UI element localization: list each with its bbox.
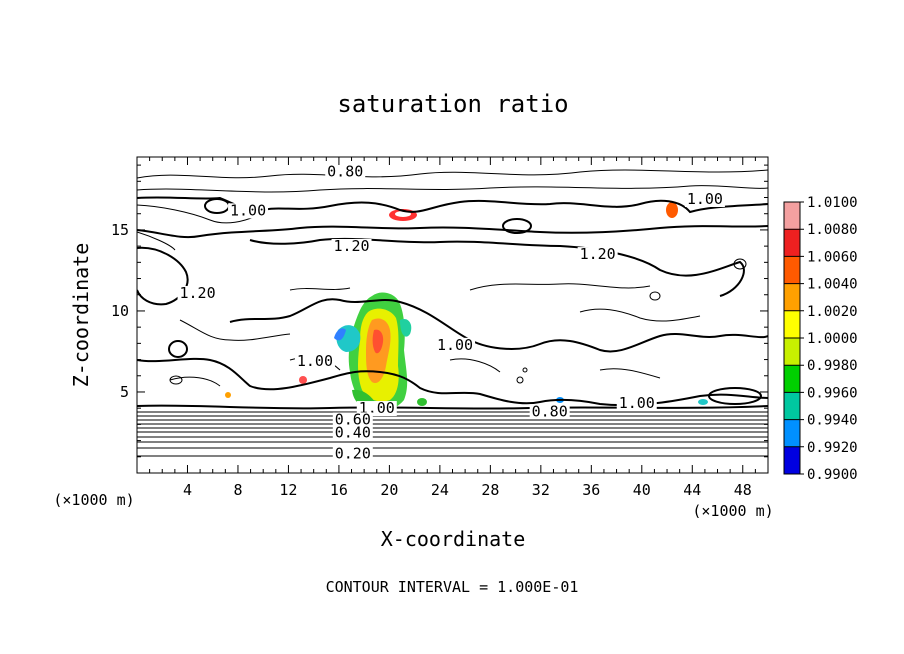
contour-label: 1.20 [580, 245, 616, 263]
contour-label: 1.20 [180, 284, 216, 302]
contour-labels: 0.80 1.00 1.00 1.20 1.20 1.20 1.00 1.00 1.00 0.80… [177, 162, 725, 462]
x-tick-label: 20 [380, 481, 398, 499]
x-tick-label: 24 [431, 481, 449, 499]
contour-label-bg [332, 446, 373, 462]
colorbar-swatch [784, 392, 800, 420]
colorbar-swatch [784, 365, 800, 393]
contour-label: 0.40 [335, 423, 371, 441]
colorbar-label: 1.0000 [807, 331, 858, 347]
x-tick-label: 4 [183, 481, 192, 499]
colorbar-swatch [784, 256, 800, 284]
colorbar-label: 1.0080 [807, 222, 858, 238]
colorbar-swatch [784, 446, 800, 474]
colorbar-swatch [784, 229, 800, 257]
x-tick-label: 48 [734, 481, 752, 499]
colorbar-swatch [784, 419, 800, 447]
x-unit-right: (×1000 m) [692, 502, 773, 520]
contour-label-bg [529, 404, 570, 420]
contour-label-bg [435, 337, 476, 353]
contour-label: 1.20 [333, 237, 369, 255]
cloud-side-blue [334, 328, 346, 341]
x-tick-label: 12 [279, 481, 297, 499]
x-tick-label: 40 [633, 481, 651, 499]
contour-label: 1.00 [230, 201, 266, 219]
x-tick-label: 16 [330, 481, 348, 499]
contour-label-bg [228, 203, 269, 219]
colorbar-label: 0.9920 [807, 440, 858, 456]
colorbar-label: 1.0060 [807, 249, 858, 265]
colorbar-label: 1.0020 [807, 304, 858, 320]
x-tick-label: 36 [582, 481, 600, 499]
contour-label-bg [331, 238, 372, 254]
x-tick-label: 8 [233, 481, 242, 499]
contour-label-bg [177, 285, 218, 301]
y-tick-label: 10 [111, 302, 129, 320]
x-tick-label: 28 [481, 481, 499, 499]
contour-label-bg [332, 412, 373, 428]
colorbar-label: 0.9980 [807, 358, 858, 374]
y-tick-label: 15 [111, 221, 129, 239]
colorbar-swatch [784, 283, 800, 311]
contour-label: 0.80 [327, 162, 363, 180]
contour-label: 0.80 [532, 402, 568, 420]
colorbar-label: 1.0100 [807, 195, 858, 211]
contour-label: 1.00 [687, 190, 723, 208]
colorbar-label: 0.9900 [807, 467, 858, 483]
x-tick-label: 32 [532, 481, 550, 499]
colorbar: 1.0100 1.0080 1.0060 1.0040 1.0020 1.0000 0.99… [783, 195, 858, 483]
contour-label: 0.20 [335, 444, 371, 462]
contour-label-bg [577, 247, 618, 263]
cloud-right-cyan [400, 318, 412, 337]
x-tick-label: 44 [683, 481, 701, 499]
contour-label: 1.00 [437, 336, 473, 354]
contour-interval-note: CONTOUR INTERVAL = 1.000E-01 [326, 578, 579, 596]
cloud-patches [334, 292, 412, 410]
cloud-core-red [372, 329, 384, 354]
y-axis: 5 10 15 [111, 164, 768, 458]
small-blobs [225, 202, 708, 406]
contour-label: 1.00 [297, 352, 333, 370]
contour-label-bg [616, 396, 657, 412]
colorbar-label: 0.9940 [807, 413, 858, 429]
x-axis-title: X-coordinate [381, 527, 526, 551]
contour-label-bg [356, 401, 397, 417]
colorbar-swatch [784, 310, 800, 338]
y-axis-title: Z-coordinate [69, 243, 93, 388]
x-axis: 4 8 12 16 20 24 28 32 36 40 44 48 [149, 157, 756, 499]
x-unit-left: (×1000 m) [53, 491, 134, 509]
contour-label-bg [332, 425, 373, 441]
chart-title: saturation ratio [337, 90, 568, 118]
colorbar-label: 1.0040 [807, 277, 858, 293]
contour-label-bg [325, 164, 366, 180]
colorbar-swatch [784, 202, 800, 230]
y-tick-label: 5 [120, 383, 129, 401]
contour-label: 0.60 [335, 410, 371, 428]
colorbar-swatch [784, 338, 800, 366]
contour-lines [137, 169, 768, 457]
contour-label: 1.00 [619, 394, 655, 412]
contour-label-bg [294, 354, 335, 370]
contour-label-bg [684, 191, 725, 207]
colorbar-label: 0.9960 [807, 385, 858, 401]
